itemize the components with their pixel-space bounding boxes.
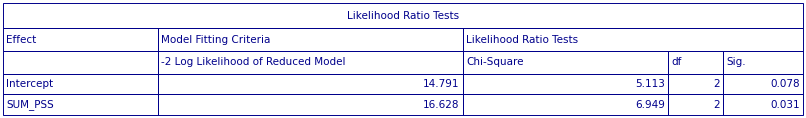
Text: 0.031: 0.031: [771, 100, 800, 110]
Text: 2: 2: [713, 79, 720, 89]
Bar: [463, 94, 668, 115]
Text: Model Fitting Criteria: Model Fitting Criteria: [161, 35, 271, 45]
Text: 6.949: 6.949: [635, 100, 665, 110]
Bar: [3, 3, 803, 28]
Bar: [463, 51, 668, 74]
Text: 2: 2: [713, 100, 720, 110]
Text: df: df: [671, 57, 682, 67]
Bar: [668, 74, 723, 94]
Text: Intercept: Intercept: [6, 79, 53, 89]
Text: 5.113: 5.113: [635, 79, 665, 89]
Text: Chi-Square: Chi-Square: [466, 57, 524, 67]
Text: Likelihood Ratio Tests: Likelihood Ratio Tests: [466, 35, 579, 45]
Text: 0.078: 0.078: [771, 79, 800, 89]
Bar: [668, 51, 723, 74]
Text: 16.628: 16.628: [423, 100, 459, 110]
Text: Likelihood Ratio Tests: Likelihood Ratio Tests: [347, 11, 459, 21]
Bar: [463, 74, 668, 94]
Bar: [158, 28, 463, 51]
Bar: [158, 51, 463, 74]
Bar: [3, 94, 158, 115]
Bar: [723, 51, 803, 74]
Bar: [158, 94, 463, 115]
Bar: [3, 51, 158, 74]
Text: SUM_PSS: SUM_PSS: [6, 99, 54, 110]
Bar: [158, 74, 463, 94]
Text: -2 Log Likelihood of Reduced Model: -2 Log Likelihood of Reduced Model: [161, 57, 346, 67]
Bar: [723, 74, 803, 94]
Text: Sig.: Sig.: [726, 57, 746, 67]
Text: Effect: Effect: [6, 35, 36, 45]
Bar: [3, 74, 158, 94]
Bar: [723, 94, 803, 115]
Bar: [668, 94, 723, 115]
Bar: [463, 28, 803, 51]
Text: 14.791: 14.791: [423, 79, 459, 89]
Bar: [3, 28, 158, 51]
